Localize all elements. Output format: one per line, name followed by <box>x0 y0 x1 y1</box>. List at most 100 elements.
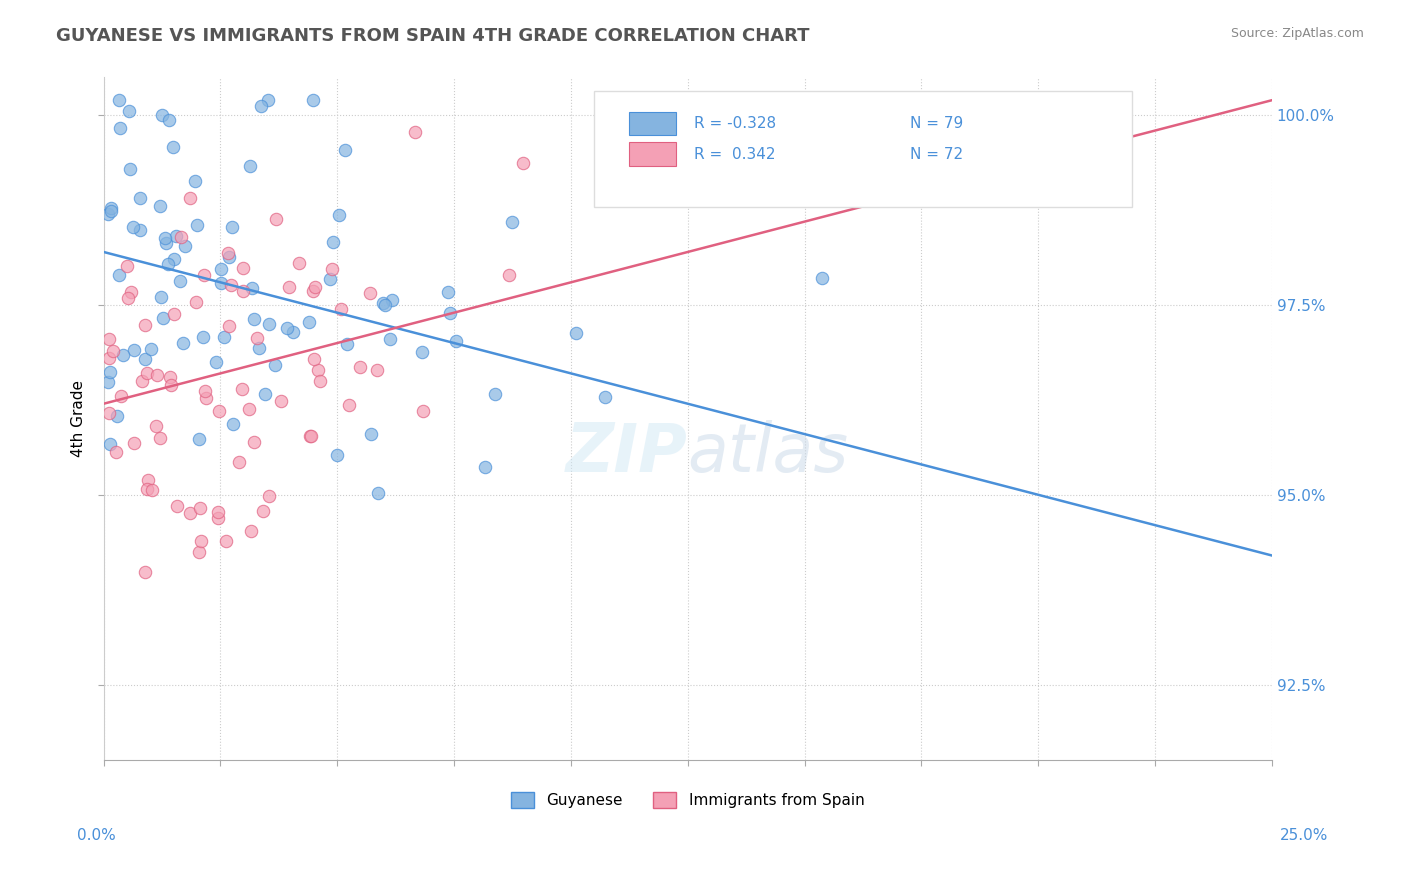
Text: 25.0%: 25.0% <box>1281 828 1329 843</box>
Point <box>122 343 145 358</box>
Point <box>411 345 433 359</box>
Point <box>134 565 156 579</box>
Text: GUYANESE VS IMMIGRANTS FROM SPAIN 4TH GRADE CORRELATION CHART: GUYANESE VS IMMIGRANTS FROM SPAIN 4TH GR… <box>56 27 810 45</box>
Point <box>188 432 211 446</box>
Point <box>329 302 352 317</box>
Point <box>97 333 120 347</box>
Point <box>108 268 131 282</box>
Point <box>484 386 506 401</box>
Point <box>135 366 157 380</box>
Point <box>221 220 243 235</box>
Point <box>157 112 180 127</box>
Point <box>304 351 326 366</box>
Point <box>366 486 388 500</box>
Point <box>498 268 520 283</box>
Point <box>110 389 132 403</box>
Point <box>208 403 231 417</box>
Point <box>193 268 215 283</box>
Point <box>437 285 460 300</box>
Text: atlas: atlas <box>688 420 849 486</box>
Point <box>97 405 120 419</box>
Point <box>120 161 142 176</box>
Point <box>134 318 156 332</box>
Point <box>163 307 186 321</box>
Text: 0.0%: 0.0% <box>77 828 117 843</box>
Point <box>318 272 340 286</box>
Point <box>242 281 264 295</box>
Point <box>149 199 172 213</box>
Text: ZIP: ZIP <box>565 420 688 486</box>
Point <box>100 203 122 218</box>
Point <box>593 390 616 404</box>
Point <box>103 343 125 358</box>
Point <box>136 482 159 496</box>
Point <box>128 191 150 205</box>
Point <box>159 378 181 392</box>
Point <box>139 343 162 357</box>
Point <box>190 534 212 549</box>
Point <box>333 143 356 157</box>
Point <box>247 341 270 355</box>
Point <box>328 208 350 222</box>
Point <box>257 318 280 332</box>
Point <box>193 330 215 344</box>
Point <box>501 215 523 229</box>
Point <box>304 280 326 294</box>
Text: R = -0.328: R = -0.328 <box>693 116 776 131</box>
Point <box>118 104 141 119</box>
Point <box>145 419 167 434</box>
Point <box>105 409 128 423</box>
Point <box>243 312 266 326</box>
Point <box>359 285 381 300</box>
Point <box>246 330 269 344</box>
FancyBboxPatch shape <box>630 112 676 136</box>
Point <box>141 483 163 498</box>
Point <box>150 108 173 122</box>
Point <box>287 256 309 270</box>
Point <box>108 121 131 136</box>
Point <box>166 499 188 513</box>
Point <box>172 335 194 350</box>
Point <box>240 524 263 538</box>
Point <box>179 506 201 520</box>
Point <box>337 398 360 412</box>
Point <box>194 384 217 399</box>
Point <box>231 382 253 396</box>
Point <box>257 93 280 107</box>
Point <box>212 330 235 344</box>
Point <box>156 257 179 271</box>
Point <box>412 404 434 418</box>
Point <box>336 336 359 351</box>
Text: N = 79: N = 79 <box>910 116 963 131</box>
Point <box>281 325 304 339</box>
Point <box>811 271 834 285</box>
Text: Source: ZipAtlas.com: Source: ZipAtlas.com <box>1230 27 1364 40</box>
Point <box>117 259 139 273</box>
Point <box>474 459 496 474</box>
Point <box>165 228 187 243</box>
Point <box>107 93 129 107</box>
Point <box>302 93 325 107</box>
Point <box>97 351 120 365</box>
Point <box>326 448 349 462</box>
Point <box>170 230 193 244</box>
Point <box>184 174 207 188</box>
Point <box>264 358 287 372</box>
Point <box>366 363 388 377</box>
Point <box>221 278 243 293</box>
Point <box>184 294 207 309</box>
Point <box>404 125 426 139</box>
Point <box>299 429 322 443</box>
Y-axis label: 4th Grade: 4th Grade <box>72 380 86 458</box>
Point <box>188 500 211 515</box>
Point <box>117 291 139 305</box>
Point <box>222 417 245 432</box>
Point <box>131 374 153 388</box>
Point <box>278 280 301 294</box>
Point <box>217 246 239 260</box>
Point <box>122 435 145 450</box>
Point <box>444 334 467 349</box>
Point <box>186 218 208 232</box>
Point <box>232 260 254 275</box>
Point <box>155 231 177 245</box>
